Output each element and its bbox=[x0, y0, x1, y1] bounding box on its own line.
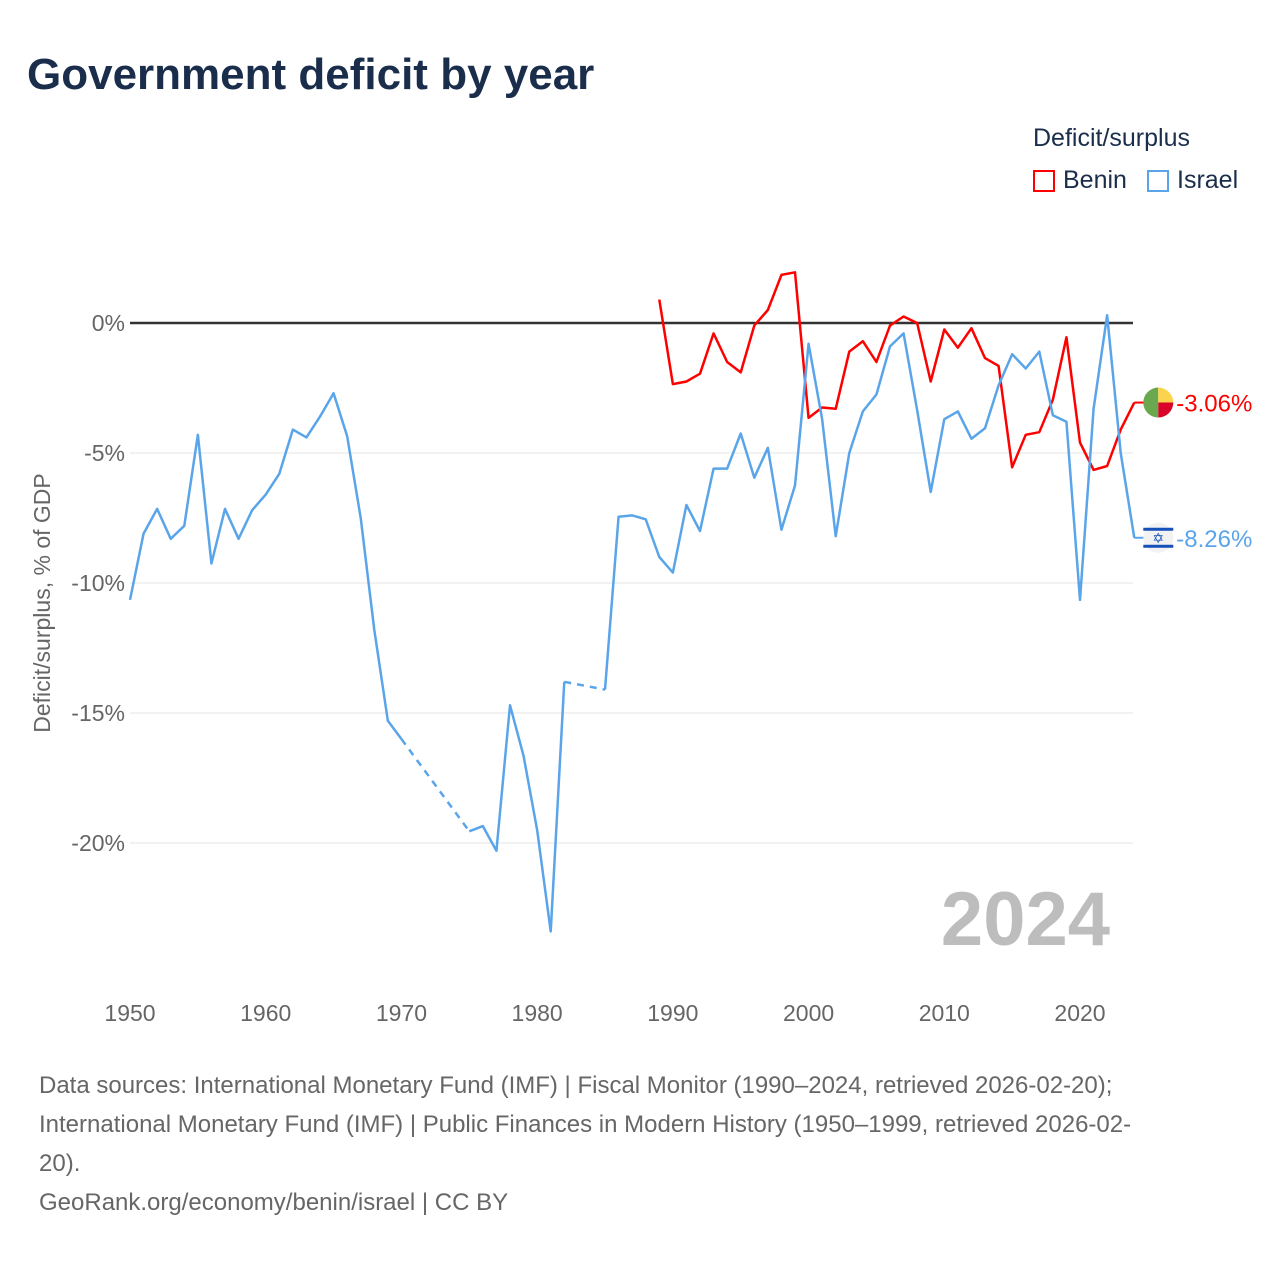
x-tick-label: 2010 bbox=[919, 1000, 970, 1026]
year-watermark: 2024 bbox=[941, 877, 1110, 962]
series-gap-israel bbox=[564, 680, 606, 691]
y-tick-label: 0% bbox=[92, 310, 125, 336]
legend-item-israel[interactable]: Israel bbox=[1147, 166, 1238, 195]
source-line-2: International Monetary Fund (IMF) | Publ… bbox=[39, 1111, 1132, 1138]
legend-label-benin: Benin bbox=[1063, 166, 1127, 194]
x-tick-label: 1960 bbox=[240, 1000, 291, 1026]
israel-flag-icon: ✡ bbox=[1143, 522, 1174, 553]
legend-item-benin[interactable]: Benin bbox=[1033, 166, 1127, 195]
series-gap-israel bbox=[400, 738, 471, 833]
y-tick-label: -20% bbox=[71, 830, 125, 856]
svg-text:✡: ✡ bbox=[1152, 530, 1164, 546]
sources: Data sources: International Monetary Fun… bbox=[39, 1066, 1239, 1222]
series-line-israel bbox=[603, 313, 1136, 690]
legend-swatch-israel bbox=[1147, 169, 1169, 192]
legend-label-israel: Israel bbox=[1177, 166, 1239, 194]
y-axis-label: Deficit/surplus, % of GDP bbox=[29, 473, 55, 732]
series-line-israel bbox=[468, 681, 566, 933]
series-line-israel bbox=[128, 391, 403, 740]
legend-swatch-benin bbox=[1033, 169, 1055, 192]
chart-plot: 2024 Deficit/surplus, % of GDP 0% -5% -10%… bbox=[29, 271, 1252, 1026]
source-line-1: Data sources: International Monetary Fun… bbox=[39, 1072, 1113, 1099]
x-tick-label: 1950 bbox=[104, 1000, 155, 1026]
chart-title: Government deficit by year bbox=[27, 50, 595, 99]
x-tick-label: 1990 bbox=[647, 1000, 698, 1026]
end-label-benin: -3.06% bbox=[1176, 391, 1252, 418]
x-tick-label: 1980 bbox=[512, 1000, 563, 1026]
series-line-benin bbox=[658, 271, 1136, 472]
y-tick-label: -15% bbox=[71, 700, 125, 726]
y-tick-label: -5% bbox=[84, 440, 125, 466]
x-tick-label: 2000 bbox=[783, 1000, 834, 1026]
y-tick-label: -10% bbox=[71, 570, 125, 596]
source-line-3: 20). bbox=[39, 1150, 81, 1177]
source-line-4[interactable]: GeoRank.org/economy/benin/israel | CC BY bbox=[39, 1189, 509, 1216]
benin-flag-icon bbox=[1143, 387, 1174, 418]
end-label-israel: -8.26% bbox=[1176, 526, 1252, 553]
x-tick-label: 2020 bbox=[1054, 1000, 1105, 1026]
legend-title: Deficit/surplus bbox=[1033, 124, 1190, 152]
x-tick-label: 1970 bbox=[376, 1000, 427, 1026]
